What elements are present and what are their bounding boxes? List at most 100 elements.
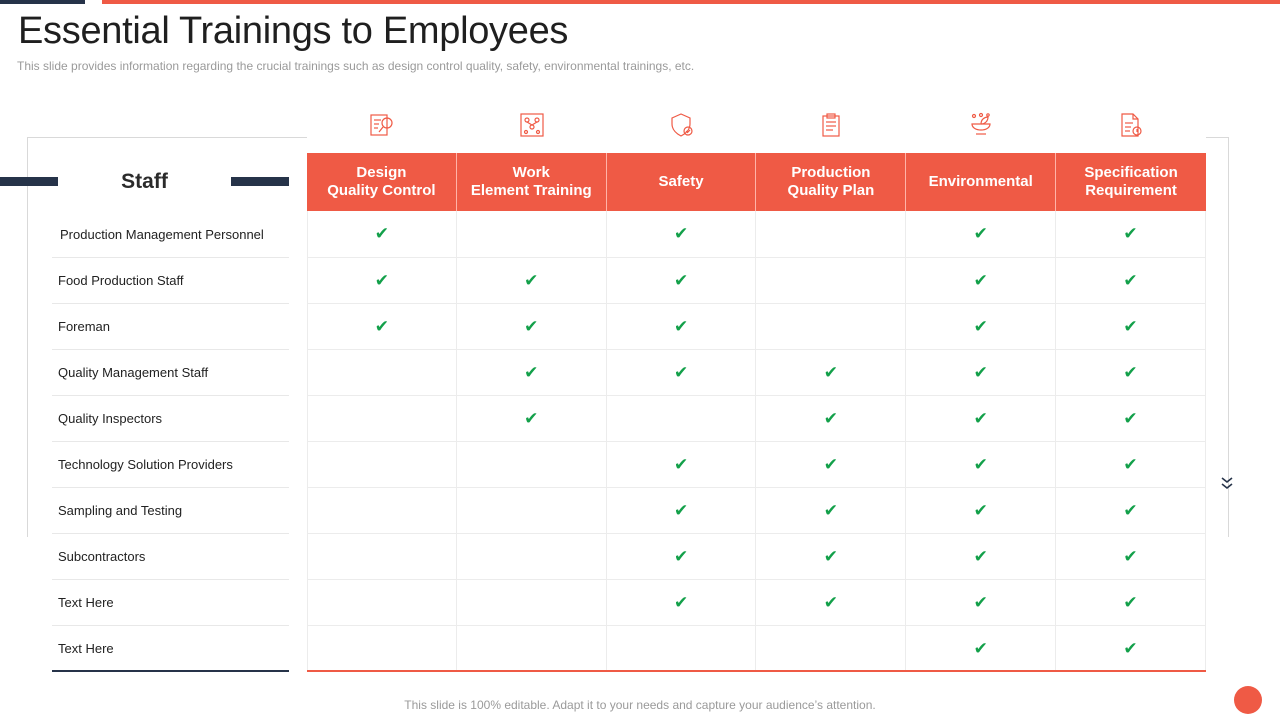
empty-cell [606, 395, 757, 441]
staff-training-table: Production Management Personnel ✔ ✔ ✔ ✔ Food … [52, 211, 1206, 671]
empty-cell [606, 625, 757, 671]
checkmark-icon: ✔ [606, 349, 757, 395]
checkmark-icon: ✔ [1056, 625, 1206, 671]
table-row: Text Here ✔ ✔ ✔ ✔ [52, 579, 1206, 625]
checkmark-icon: ✔ [756, 441, 907, 487]
corner-dot [1234, 686, 1262, 714]
empty-cell [456, 533, 607, 579]
table-row: Production Management Personnel ✔ ✔ ✔ ✔ [52, 211, 1206, 257]
checkmark-icon: ✔ [307, 257, 457, 303]
table-row: Food Production Staff ✔ ✔ ✔ ✔ ✔ [52, 257, 1206, 303]
empty-cell [307, 625, 457, 671]
empty-cell [457, 211, 607, 257]
training-column-headers: Design Quality Control Work Element Train… [307, 153, 1206, 211]
checkmark-icon: ✔ [456, 395, 607, 441]
checkmark-icon: ✔ [906, 257, 1057, 303]
empty-cell [456, 625, 607, 671]
empty-cell [756, 303, 907, 349]
checkmark-icon: ✔ [906, 579, 1057, 625]
checkmark-icon: ✔ [1056, 487, 1206, 533]
staff-label: Food Production Staff [52, 257, 289, 303]
checkmark-icon: ✔ [906, 487, 1057, 533]
staff-label: Production Management Personnel [60, 226, 264, 242]
specification-icon [1056, 111, 1206, 139]
checkmark-icon: ✔ [607, 211, 757, 257]
staff-label: Subcontractors [52, 533, 289, 579]
table-bottom-rule-left [52, 670, 289, 672]
empty-cell [307, 441, 457, 487]
empty-cell [456, 579, 607, 625]
slide-title: Essential Trainings to Employees [18, 10, 569, 52]
checkmark-icon: ✔ [1056, 303, 1206, 349]
checkmark-icon: ✔ [756, 487, 907, 533]
column-icons [307, 111, 1206, 139]
empty-cell [307, 487, 457, 533]
environmental-icon [906, 111, 1057, 139]
empty-cell [307, 533, 457, 579]
staff-column-header: Staff [121, 170, 168, 193]
top-accent-bar [102, 0, 1280, 4]
empty-cell [307, 579, 457, 625]
checkmark-icon: ✔ [756, 349, 907, 395]
column-header-0: Design Quality Control [307, 153, 457, 211]
checkmark-icon: ✔ [906, 395, 1057, 441]
column-header-1: Work Element Training [456, 153, 607, 211]
checkmark-icon: ✔ [606, 257, 757, 303]
staff-label: Quality Inspectors [52, 395, 289, 441]
checkmark-icon: ✔ [606, 579, 757, 625]
staff-header-bar-left [0, 177, 58, 186]
design-quality-icon [307, 111, 457, 139]
table-row: Technology Solution Providers ✔ ✔ ✔ ✔ [52, 441, 1206, 487]
empty-cell [307, 395, 457, 441]
checkmark-icon: ✔ [1056, 441, 1206, 487]
checkmark-icon: ✔ [606, 303, 757, 349]
staff-header-bar-right [231, 177, 289, 186]
double-chevron-down-icon [1219, 476, 1235, 494]
empty-cell [756, 625, 907, 671]
table-row: Quality Management Staff ✔ ✔ ✔ ✔ ✔ [52, 349, 1206, 395]
table-row: Foreman ✔ ✔ ✔ ✔ ✔ [52, 303, 1206, 349]
checkmark-icon: ✔ [906, 441, 1057, 487]
checkmark-icon: ✔ [1056, 579, 1206, 625]
checkmark-icon: ✔ [1056, 257, 1206, 303]
staff-label: Technology Solution Providers [52, 441, 289, 487]
checkmark-icon: ✔ [756, 395, 907, 441]
column-header-3: Production Quality Plan [756, 153, 907, 211]
checkmark-icon: ✔ [1056, 395, 1206, 441]
table-row: Subcontractors ✔ ✔ ✔ ✔ [52, 533, 1206, 579]
checkmark-icon: ✔ [606, 441, 757, 487]
table-row: Sampling and Testing ✔ ✔ ✔ ✔ [52, 487, 1206, 533]
checkmark-icon: ✔ [606, 533, 757, 579]
slide-subtitle: This slide provides information regardin… [17, 59, 695, 73]
column-header-2: Safety [606, 153, 757, 211]
checkmark-icon: ✔ [906, 533, 1057, 579]
safety-icon [606, 111, 757, 139]
clipboard-icon [756, 111, 907, 139]
staff-label: Quality Management Staff [52, 349, 289, 395]
column-header-4: Environmental [906, 153, 1057, 211]
staff-label: Sampling and Testing [52, 487, 289, 533]
checkmark-icon: ✔ [307, 211, 457, 257]
checkmark-icon: ✔ [456, 303, 607, 349]
checkmark-icon: ✔ [906, 211, 1057, 257]
checkmark-icon: ✔ [906, 349, 1057, 395]
staff-label: Foreman [52, 303, 289, 349]
top-accent-bar-dark [0, 0, 85, 4]
empty-cell [456, 441, 607, 487]
work-element-icon [456, 111, 607, 139]
checkmark-icon: ✔ [1056, 533, 1206, 579]
staff-label: Text Here [52, 579, 289, 625]
empty-cell [456, 487, 607, 533]
checkmark-icon: ✔ [456, 349, 607, 395]
table-row: Text Here ✔ ✔ [52, 625, 1206, 671]
empty-cell [756, 211, 907, 257]
checkmark-icon: ✔ [1056, 349, 1206, 395]
checkmark-icon: ✔ [307, 303, 457, 349]
empty-cell [756, 257, 907, 303]
checkmark-icon: ✔ [756, 579, 907, 625]
table-bottom-rule-right [307, 670, 1206, 672]
checkmark-icon: ✔ [906, 625, 1057, 671]
empty-cell [307, 349, 457, 395]
column-header-5: Specification Requirement [1056, 153, 1206, 211]
checkmark-icon: ✔ [756, 533, 907, 579]
